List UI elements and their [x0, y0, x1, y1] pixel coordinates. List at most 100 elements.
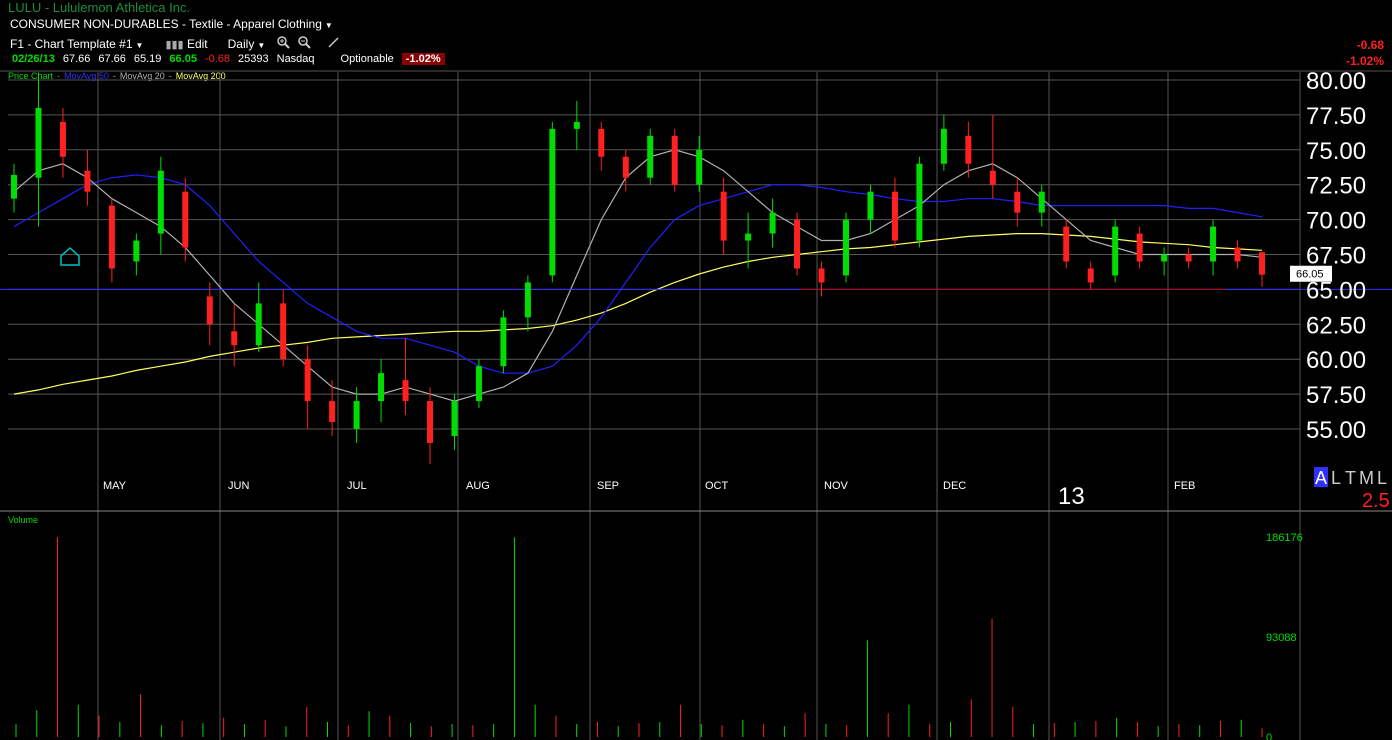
volume-bars: [15, 537, 1263, 737]
side-control-m[interactable]: M: [1359, 468, 1374, 488]
candle-body: [1210, 226, 1217, 262]
candle-body: [157, 170, 164, 234]
candle-body: [916, 163, 923, 241]
y-tick-label: 65.00: [1306, 277, 1366, 304]
candle-body: [35, 107, 42, 178]
legend-ma20[interactable]: MovAvg 20: [119, 71, 165, 81]
sector-label: CONSUMER NON-DURABLES - Textile - Appare…: [10, 17, 322, 31]
candle-body: [59, 121, 66, 157]
candle-body: [206, 296, 213, 325]
candle-body: [353, 401, 360, 429]
candle-body: [549, 128, 556, 276]
candle-body: [108, 205, 115, 269]
moving-averages: [0, 149, 1392, 402]
x-tick-label: MAY: [103, 480, 127, 492]
bars-icon: ▮▮▮: [165, 39, 184, 51]
side-control-a-bg: [1314, 467, 1328, 487]
volume-tick-label: 0: [1266, 732, 1272, 740]
pencil-icon[interactable]: [327, 36, 340, 52]
volume-panel-label: Volume: [8, 515, 38, 525]
quote-change-pct-badge: -1.02%: [401, 53, 445, 65]
y-tick-label: 60.00: [1306, 347, 1366, 374]
side-control-l2[interactable]: L: [1377, 468, 1387, 488]
legend-sep: -: [57, 71, 61, 81]
candle-body: [696, 149, 703, 185]
candle-body: [745, 233, 752, 241]
period-dropdown[interactable]: Daily ▼: [228, 37, 266, 51]
y-tick-label: 75.00: [1306, 138, 1366, 165]
candle-body: [1112, 226, 1119, 276]
candle-body: [1259, 252, 1265, 275]
zoom-in-icon[interactable]: [277, 36, 290, 52]
legend-sep: -: [168, 71, 172, 81]
side-control-a[interactable]: A: [1315, 468, 1327, 488]
ma20-line: [13, 149, 1263, 402]
y-tick-label: 67.50: [1306, 243, 1366, 270]
candle-body: [255, 303, 262, 346]
zoom-out-icon[interactable]: [298, 36, 311, 52]
y-tick-label: 57.50: [1306, 382, 1366, 409]
candle-body: [720, 191, 727, 241]
top-right-change-pct: -1.02%: [1345, 54, 1384, 68]
candle-body: [182, 191, 189, 248]
candle-body: [524, 282, 531, 318]
side-control-l[interactable]: L: [1331, 468, 1341, 488]
chevron-down-icon: ▼: [135, 41, 144, 50]
candle-body: [1136, 233, 1143, 262]
x-tick-label: AUG: [466, 480, 490, 492]
candle-body: [231, 331, 238, 346]
last-price-box: [1290, 265, 1332, 282]
x-tick-label: 13: [1058, 483, 1085, 510]
candle-body: [867, 191, 874, 220]
sector-dropdown[interactable]: CONSUMER NON-DURABLES - Textile - Appare…: [10, 17, 333, 31]
candle-body: [1185, 254, 1192, 262]
period-label: Daily: [227, 37, 255, 51]
toolbar: F1 - Chart Template #1 ▼ ▮▮▮ Edit Daily ▼: [10, 36, 340, 52]
y-tick-label: 72.50: [1306, 173, 1366, 200]
y-tick-label: 70.00: [1306, 208, 1366, 235]
house-marker-icon[interactable]: [60, 246, 80, 266]
candle-body: [378, 373, 385, 402]
candle-body: [500, 317, 507, 367]
side-control-value: 2.5: [1362, 490, 1390, 512]
legend-ma50[interactable]: MovAvg 50: [64, 71, 109, 81]
quote-optionable: Optionable: [340, 53, 394, 65]
candle-body: [769, 212, 776, 234]
candle-body: [891, 191, 898, 241]
candle-body: [598, 128, 605, 157]
candle-body: [671, 135, 678, 185]
chevron-down-icon: ▼: [324, 21, 333, 30]
x-tick-label: OCT: [705, 480, 729, 492]
candle-body: [402, 380, 409, 402]
template-label: F1 - Chart Template #1: [10, 37, 133, 51]
candle-body: [843, 219, 849, 276]
x-tick-label: FEB: [1174, 480, 1195, 492]
template-dropdown[interactable]: F1 - Chart Template #1 ▼: [10, 37, 143, 51]
candle-body: [794, 219, 801, 269]
quote-high: 67.66: [98, 53, 126, 65]
candle-body: [965, 135, 972, 164]
y-tick-label: 62.50: [1306, 312, 1366, 339]
candle-body: [989, 170, 996, 185]
volume-tick-label: 93088: [1266, 632, 1297, 644]
quote-change: -0.68: [204, 53, 231, 65]
candle-body: [647, 135, 654, 178]
side-control-t[interactable]: T: [1345, 468, 1356, 488]
grid: [0, 70, 1392, 740]
quote-bar: 02/26/13 67.66 67.66 65.19 66.05 -0.68 2…: [12, 53, 445, 65]
legend-price-chart[interactable]: Price Chart: [8, 71, 54, 81]
candle-body: [84, 170, 91, 192]
y-tick-label: 80.00: [1306, 68, 1366, 95]
candle-body: [940, 128, 947, 164]
quote-open: 67.66: [62, 53, 91, 65]
edit-button[interactable]: ▮▮▮ Edit: [165, 37, 207, 51]
legend-ma200[interactable]: MovAvg 200: [175, 71, 226, 81]
x-tick-label: JUN: [228, 480, 249, 492]
candle-body: [280, 303, 287, 360]
quote-volume: 25393: [238, 53, 269, 65]
quote-close: 66.05: [169, 53, 197, 65]
candle-body: [304, 359, 311, 402]
indicator-legend: Price Chart - MovAvg 50 - MovAvg 20 - Mo…: [8, 71, 226, 81]
candle-body: [11, 174, 17, 199]
